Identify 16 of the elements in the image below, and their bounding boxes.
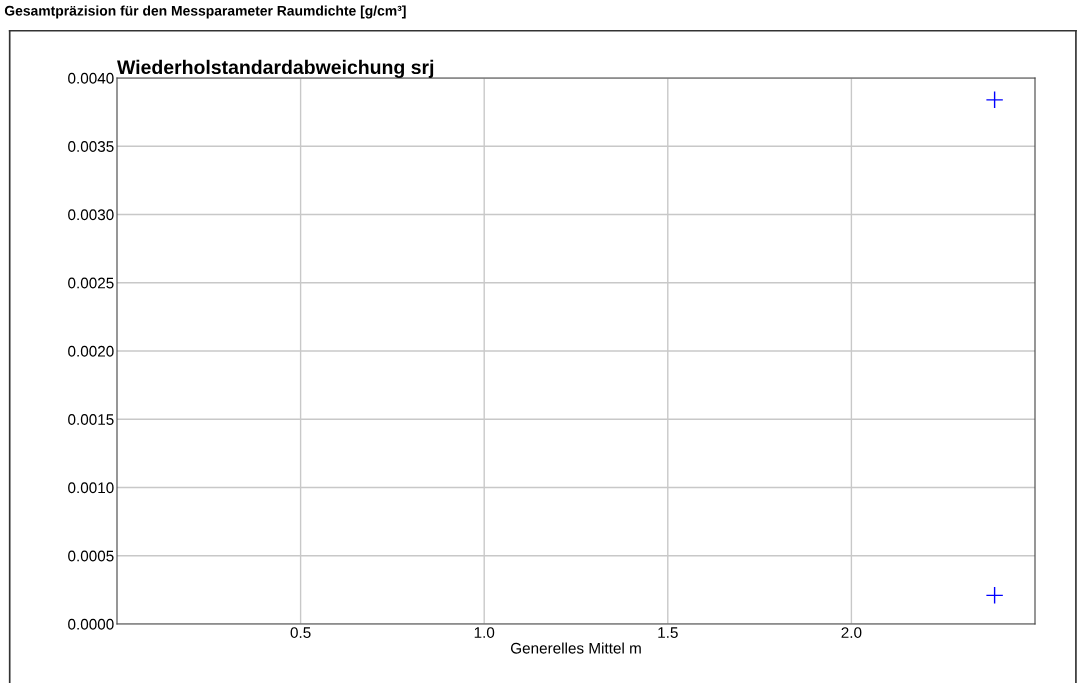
y-tick-label: 0.0015 bbox=[68, 414, 114, 425]
x-tick-label: 0.5 bbox=[290, 627, 311, 638]
y-tick-label: 0.0025 bbox=[68, 277, 114, 289]
y-tick-label: 0.0010 bbox=[68, 482, 114, 494]
y-tick-label: 0.0020 bbox=[68, 345, 114, 357]
y-tick-label: 0.0040 bbox=[68, 72, 114, 84]
y-tick-label: 0.0030 bbox=[68, 209, 114, 221]
chart-title: Wiederholstandardabweichung srj bbox=[117, 59, 434, 78]
text: Gesamtpräzision für den Messparameter Raumdichte [g/cm³] bbox=[4, 5, 406, 19]
x-tick-label: 2.0 bbox=[841, 627, 862, 638]
y-tick-label: 0.0005 bbox=[68, 550, 114, 562]
y-tick-label: 0.0000 bbox=[68, 618, 114, 630]
x-tick-label: 1.0 bbox=[474, 627, 495, 638]
x-tick-label: 1.5 bbox=[658, 627, 678, 638]
y-tick-label: 0.0035 bbox=[68, 141, 114, 152]
x-axis-title: Generelles Mittel m bbox=[510, 642, 641, 654]
